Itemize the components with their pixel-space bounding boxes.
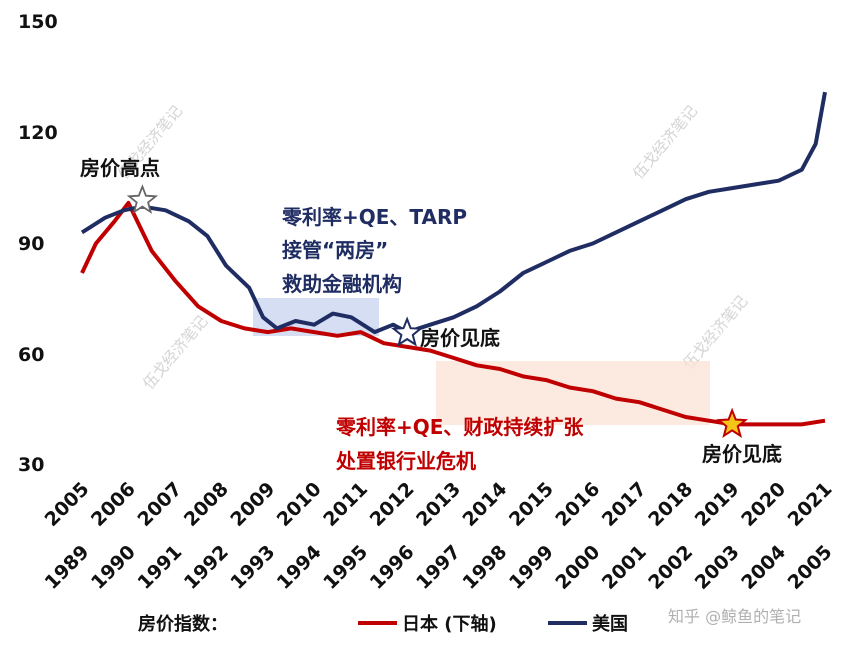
annotation-us-bottom: 房价见底 — [420, 326, 500, 350]
x-tick-label: 2020 — [737, 478, 790, 531]
x-tick-label: 2015 — [505, 478, 558, 531]
x-tick-label: 1992 — [180, 541, 233, 594]
x-tick-label: 2010 — [273, 478, 326, 531]
annotation-us-policy-line: 救助金融机构 — [282, 272, 402, 296]
x-tick-label: 2021 — [784, 478, 837, 531]
x-tick-label: 2009 — [226, 478, 279, 531]
annotation-peak: 房价高点 — [80, 156, 160, 180]
x-tick-label: 2000 — [551, 541, 604, 594]
watermark-text: 伍戈经济笔记 — [629, 102, 701, 183]
peak-star-icon — [126, 184, 159, 214]
y-tick-label: 120 — [18, 122, 58, 144]
y-axis: 150 120 90 60 30 — [18, 11, 58, 476]
annotation-jp-policy-line: 处置银行业危机 — [335, 449, 476, 473]
legend-prefix: 房价指数： — [138, 613, 228, 635]
legend: 房价指数： 日本 (下轴) 美国 — [138, 613, 628, 635]
watermark-text: 伍戈经济笔记 — [679, 292, 751, 373]
jp-bottom-star-icon — [716, 407, 749, 438]
series-line-us — [80, 91, 827, 335]
x-tick-label: 1990 — [87, 541, 140, 594]
x-tick-label: 2001 — [598, 541, 651, 594]
x-tick-label: 2004 — [737, 541, 790, 594]
x-tick-label: 1995 — [319, 541, 372, 594]
jp-policy-shade — [436, 361, 710, 425]
legend-label-japan: 日本 (下轴) — [402, 613, 497, 635]
y-tick-label: 60 — [18, 344, 44, 366]
x-tick-label: 1993 — [226, 541, 279, 594]
x-tick-label: 1989 — [41, 541, 94, 594]
legend-label-us: 美国 — [592, 613, 628, 635]
annotation-us-policy-line: 接管“两房” — [282, 238, 388, 262]
annotation-jp-bottom: 房价见底 — [702, 442, 782, 466]
series-line-japan — [80, 200, 826, 427]
x-tick-label: 2014 — [458, 478, 511, 531]
x-tick-label: 1991 — [133, 541, 186, 594]
x-tick-label: 2013 — [412, 478, 465, 531]
x-tick-label: 2018 — [644, 478, 697, 531]
x-tick-label: 2019 — [691, 478, 744, 531]
x-tick-label: 2016 — [551, 478, 604, 531]
watermark-credit: 知乎 @鲸鱼的笔记 — [668, 607, 801, 626]
x-tick-label: 2008 — [180, 478, 233, 531]
x-tick-label: 2005 — [41, 478, 94, 531]
x-tick-label: 2011 — [319, 478, 372, 531]
x-tick-label: 1994 — [273, 541, 326, 594]
x-tick-label: 2002 — [644, 541, 697, 594]
watermark-text: 伍戈经济笔记 — [139, 312, 211, 393]
x-tick-label: 2005 — [784, 541, 837, 594]
annotation-jp-policy-line: 零利率+QE、财政持续扩张 — [335, 415, 584, 439]
y-tick-label: 150 — [18, 11, 58, 33]
y-tick-label: 90 — [18, 233, 44, 255]
x-tick-label: 1997 — [412, 541, 465, 594]
x-tick-label: 2003 — [691, 541, 744, 594]
x-axis-bottom: 1989199019911992199319941995199619971998… — [41, 541, 837, 594]
x-tick-label: 1998 — [458, 541, 511, 594]
annotation-us-policy-line: 零利率+QE、TARP — [281, 205, 467, 229]
x-tick-label: 1999 — [505, 541, 558, 594]
x-tick-label: 1996 — [366, 541, 419, 594]
x-axis-top: 2005200620072008200920102011201220132014… — [41, 478, 837, 531]
x-tick-label: 2006 — [87, 478, 140, 531]
x-tick-label: 2012 — [366, 478, 419, 531]
x-tick-label: 2017 — [598, 478, 651, 531]
y-tick-label: 30 — [18, 454, 44, 476]
x-tick-label: 2007 — [133, 478, 186, 531]
us-bottom-star-icon — [391, 316, 424, 347]
